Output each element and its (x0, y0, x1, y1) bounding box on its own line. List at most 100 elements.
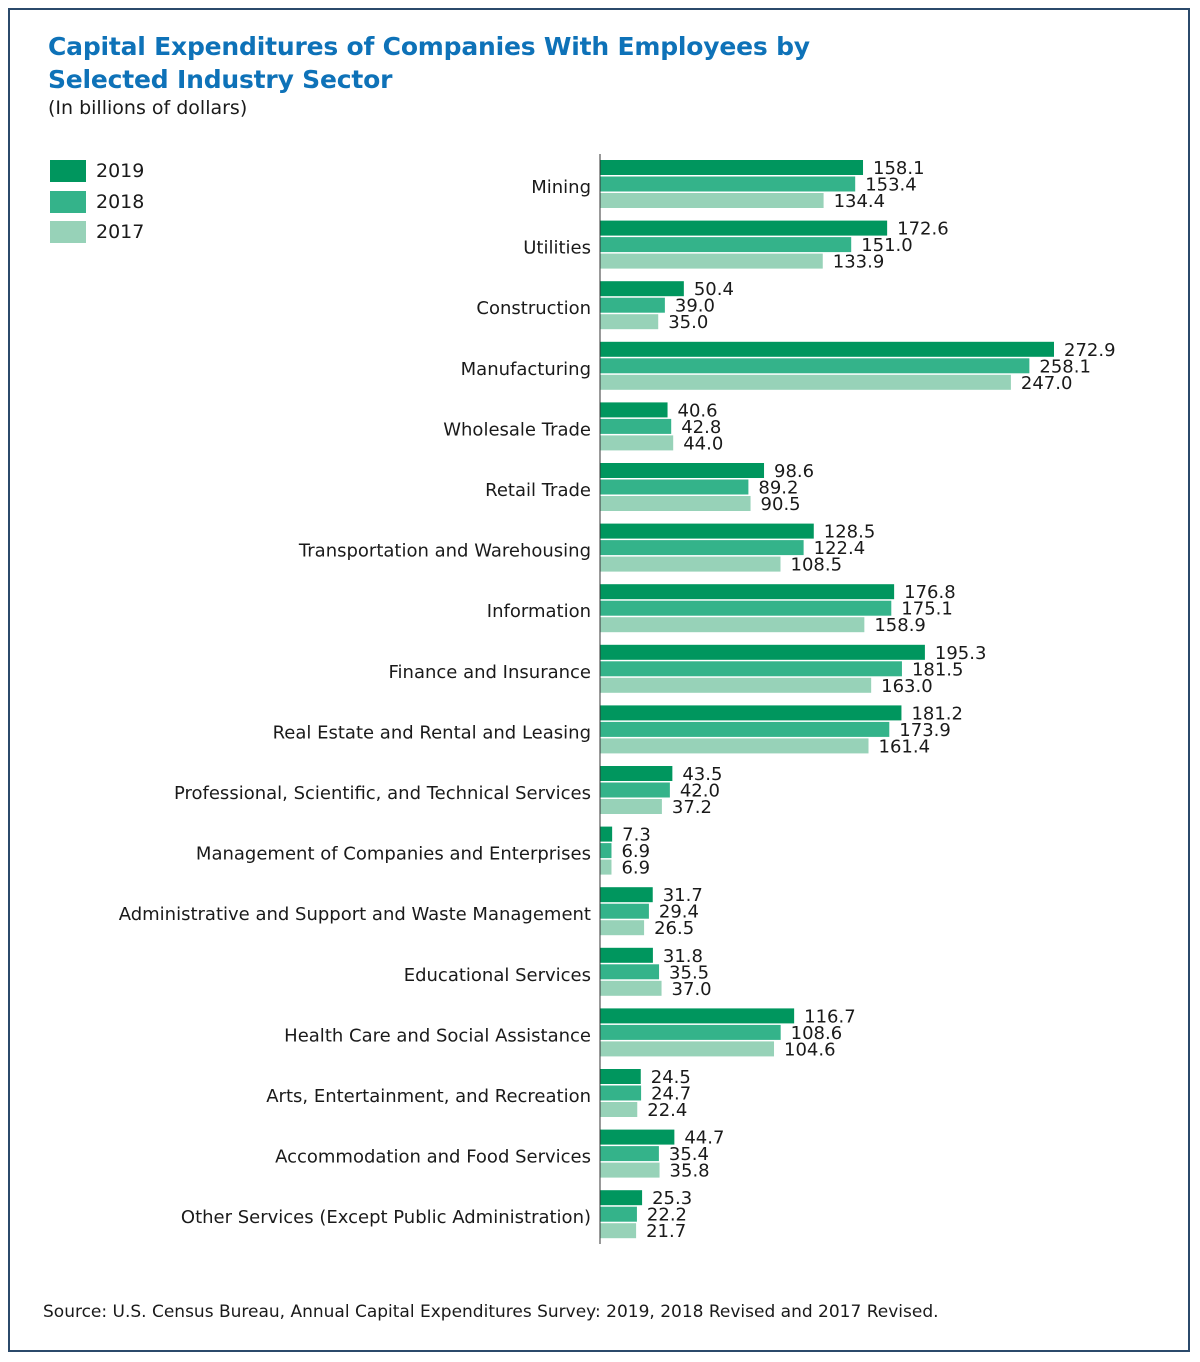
data-label: 42.0 (680, 781, 720, 802)
bar (600, 1102, 638, 1117)
bar (600, 556, 781, 572)
bar (600, 358, 1030, 374)
legend-label: 2019 (96, 160, 145, 182)
bar (600, 584, 895, 600)
data-label: 158.1 (873, 158, 925, 179)
data-label: 133.9 (833, 252, 885, 273)
category-label: Real Estate and Rental and Leasing (273, 722, 591, 743)
bar (600, 220, 888, 236)
data-label: 44.0 (683, 433, 723, 454)
bar (600, 1162, 660, 1178)
bar (600, 1024, 781, 1040)
bar (600, 1206, 637, 1222)
category-label: Finance and Insurance (389, 662, 591, 683)
data-label: 90.5 (761, 494, 801, 515)
bar (600, 176, 856, 192)
bar (600, 721, 890, 737)
chart-subtitle: (In billions of dollars) (48, 97, 248, 119)
bar (600, 947, 653, 963)
bar (600, 766, 673, 781)
category-label: Administrative and Support and Waste Man… (119, 904, 591, 925)
data-label: 7.3 (622, 825, 651, 846)
bar (600, 160, 864, 175)
data-label: 35.8 (670, 1161, 710, 1182)
bar-group: Wholesale Trade 40.642.844.0 (443, 400, 723, 454)
bar-group: Health Care and Social Assistance116.710… (284, 1006, 856, 1060)
category-label: Utilities (523, 238, 591, 259)
data-label: 108.5 (791, 555, 843, 576)
data-label: 98.6 (774, 461, 814, 482)
category-label: Transportation and Warehousing (298, 541, 591, 562)
bar (600, 1146, 659, 1162)
legend-swatch (50, 221, 86, 243)
category-label: Manufacturing (461, 359, 591, 380)
data-label: 6.9 (621, 841, 650, 862)
bar (600, 402, 668, 418)
data-label: 134.4 (834, 191, 886, 212)
data-label: 29.4 (659, 902, 699, 923)
bar-group: Administrative and Support and Waste Man… (119, 885, 703, 939)
data-label: 195.3 (935, 643, 987, 664)
bar-group: Transportation and Warehousing 128.5122.4… (298, 522, 875, 576)
data-label: 25.3 (652, 1188, 692, 1209)
chart-frame (8, 8, 1190, 1352)
data-label: 151.0 (861, 235, 913, 256)
data-label: 31.8 (663, 946, 703, 967)
bar (600, 859, 612, 875)
bar (600, 617, 865, 633)
bar (600, 903, 649, 919)
bar (600, 1223, 637, 1239)
bar (600, 1041, 775, 1057)
data-label: 173.9 (899, 720, 951, 741)
bar (600, 253, 823, 269)
data-label: 176.8 (904, 582, 956, 603)
data-label: 37.0 (672, 979, 712, 1000)
bar (600, 463, 765, 478)
data-label: 258.1 (1039, 356, 1091, 377)
data-label: 39.0 (675, 296, 715, 317)
category-label: Management of Companies and Enterprises (196, 844, 591, 865)
data-label: 40.6 (678, 400, 718, 421)
bar (600, 661, 902, 677)
data-label: 128.5 (824, 522, 876, 543)
category-label: Health Care and Social Assistance (284, 1025, 591, 1046)
bar (600, 496, 751, 511)
bar (600, 540, 804, 556)
bar (600, 705, 902, 721)
data-label: 43.5 (682, 764, 722, 785)
data-label: 272.9 (1064, 340, 1116, 361)
data-label: 24.7 (651, 1084, 691, 1105)
bar (600, 418, 672, 434)
category-label: Retail Trade (485, 480, 591, 501)
category-label: Information (487, 601, 591, 622)
bar (600, 1069, 641, 1084)
category-label: Mining (531, 177, 591, 198)
data-label: 42.8 (681, 417, 721, 438)
legend-label: 2017 (96, 221, 145, 243)
category-label: Wholesale Trade (443, 419, 591, 440)
data-label: 175.1 (901, 599, 953, 620)
data-label: 31.7 (663, 885, 703, 906)
bar (600, 237, 852, 253)
bar (600, 1190, 643, 1206)
source-note: Source: U.S. Census Bureau, Annual Capit… (43, 1302, 939, 1322)
bar (600, 314, 659, 330)
legend-label: 2018 (96, 190, 145, 213)
data-label: 6.9 (621, 858, 650, 879)
bar (600, 980, 662, 996)
bar (600, 644, 925, 660)
bar-group: Professional, Scientific, and Technical … (174, 764, 722, 818)
bar (600, 523, 814, 539)
bar (600, 281, 684, 297)
data-label: 104.6 (784, 1039, 836, 1060)
data-label: 50.4 (694, 279, 734, 300)
data-label: 172.6 (897, 219, 949, 240)
data-label: 181.2 (911, 703, 963, 724)
chart-title: Capital Expenditures of Companies With E… (48, 32, 810, 94)
bar-group: Other Services (Except Public Administra… (181, 1188, 692, 1242)
bar (600, 677, 872, 693)
